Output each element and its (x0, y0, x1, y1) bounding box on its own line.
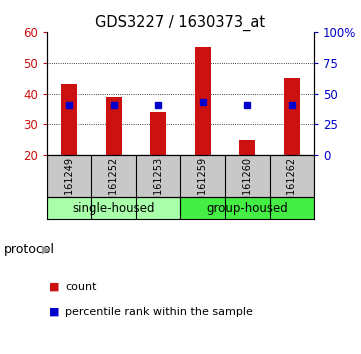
Text: GSM161249: GSM161249 (64, 157, 74, 216)
Bar (239, 140, 255, 155)
Title: GDS3227 / 1630373_at: GDS3227 / 1630373_at (95, 14, 266, 30)
Bar (284, 78, 300, 155)
Text: GSM161260: GSM161260 (242, 157, 252, 216)
Bar (180, 197, 314, 219)
Bar (61, 84, 77, 155)
Text: GSM161259: GSM161259 (198, 157, 208, 216)
Bar (151, 112, 166, 155)
Text: count: count (65, 282, 96, 292)
Text: GSM161253: GSM161253 (153, 157, 163, 216)
Text: ■: ■ (49, 307, 59, 316)
Text: single-housed: single-housed (73, 202, 155, 215)
Text: percentile rank within the sample: percentile rank within the sample (65, 307, 253, 316)
Text: ■: ■ (49, 282, 59, 292)
Bar (106, 97, 122, 155)
Text: protocol: protocol (4, 243, 55, 256)
Text: group-housed: group-housed (206, 202, 288, 215)
Text: GSM161252: GSM161252 (109, 157, 119, 216)
Text: GSM161262: GSM161262 (287, 157, 297, 216)
Bar (47, 197, 180, 219)
Text: ▶: ▶ (42, 245, 50, 255)
Bar (195, 47, 210, 155)
